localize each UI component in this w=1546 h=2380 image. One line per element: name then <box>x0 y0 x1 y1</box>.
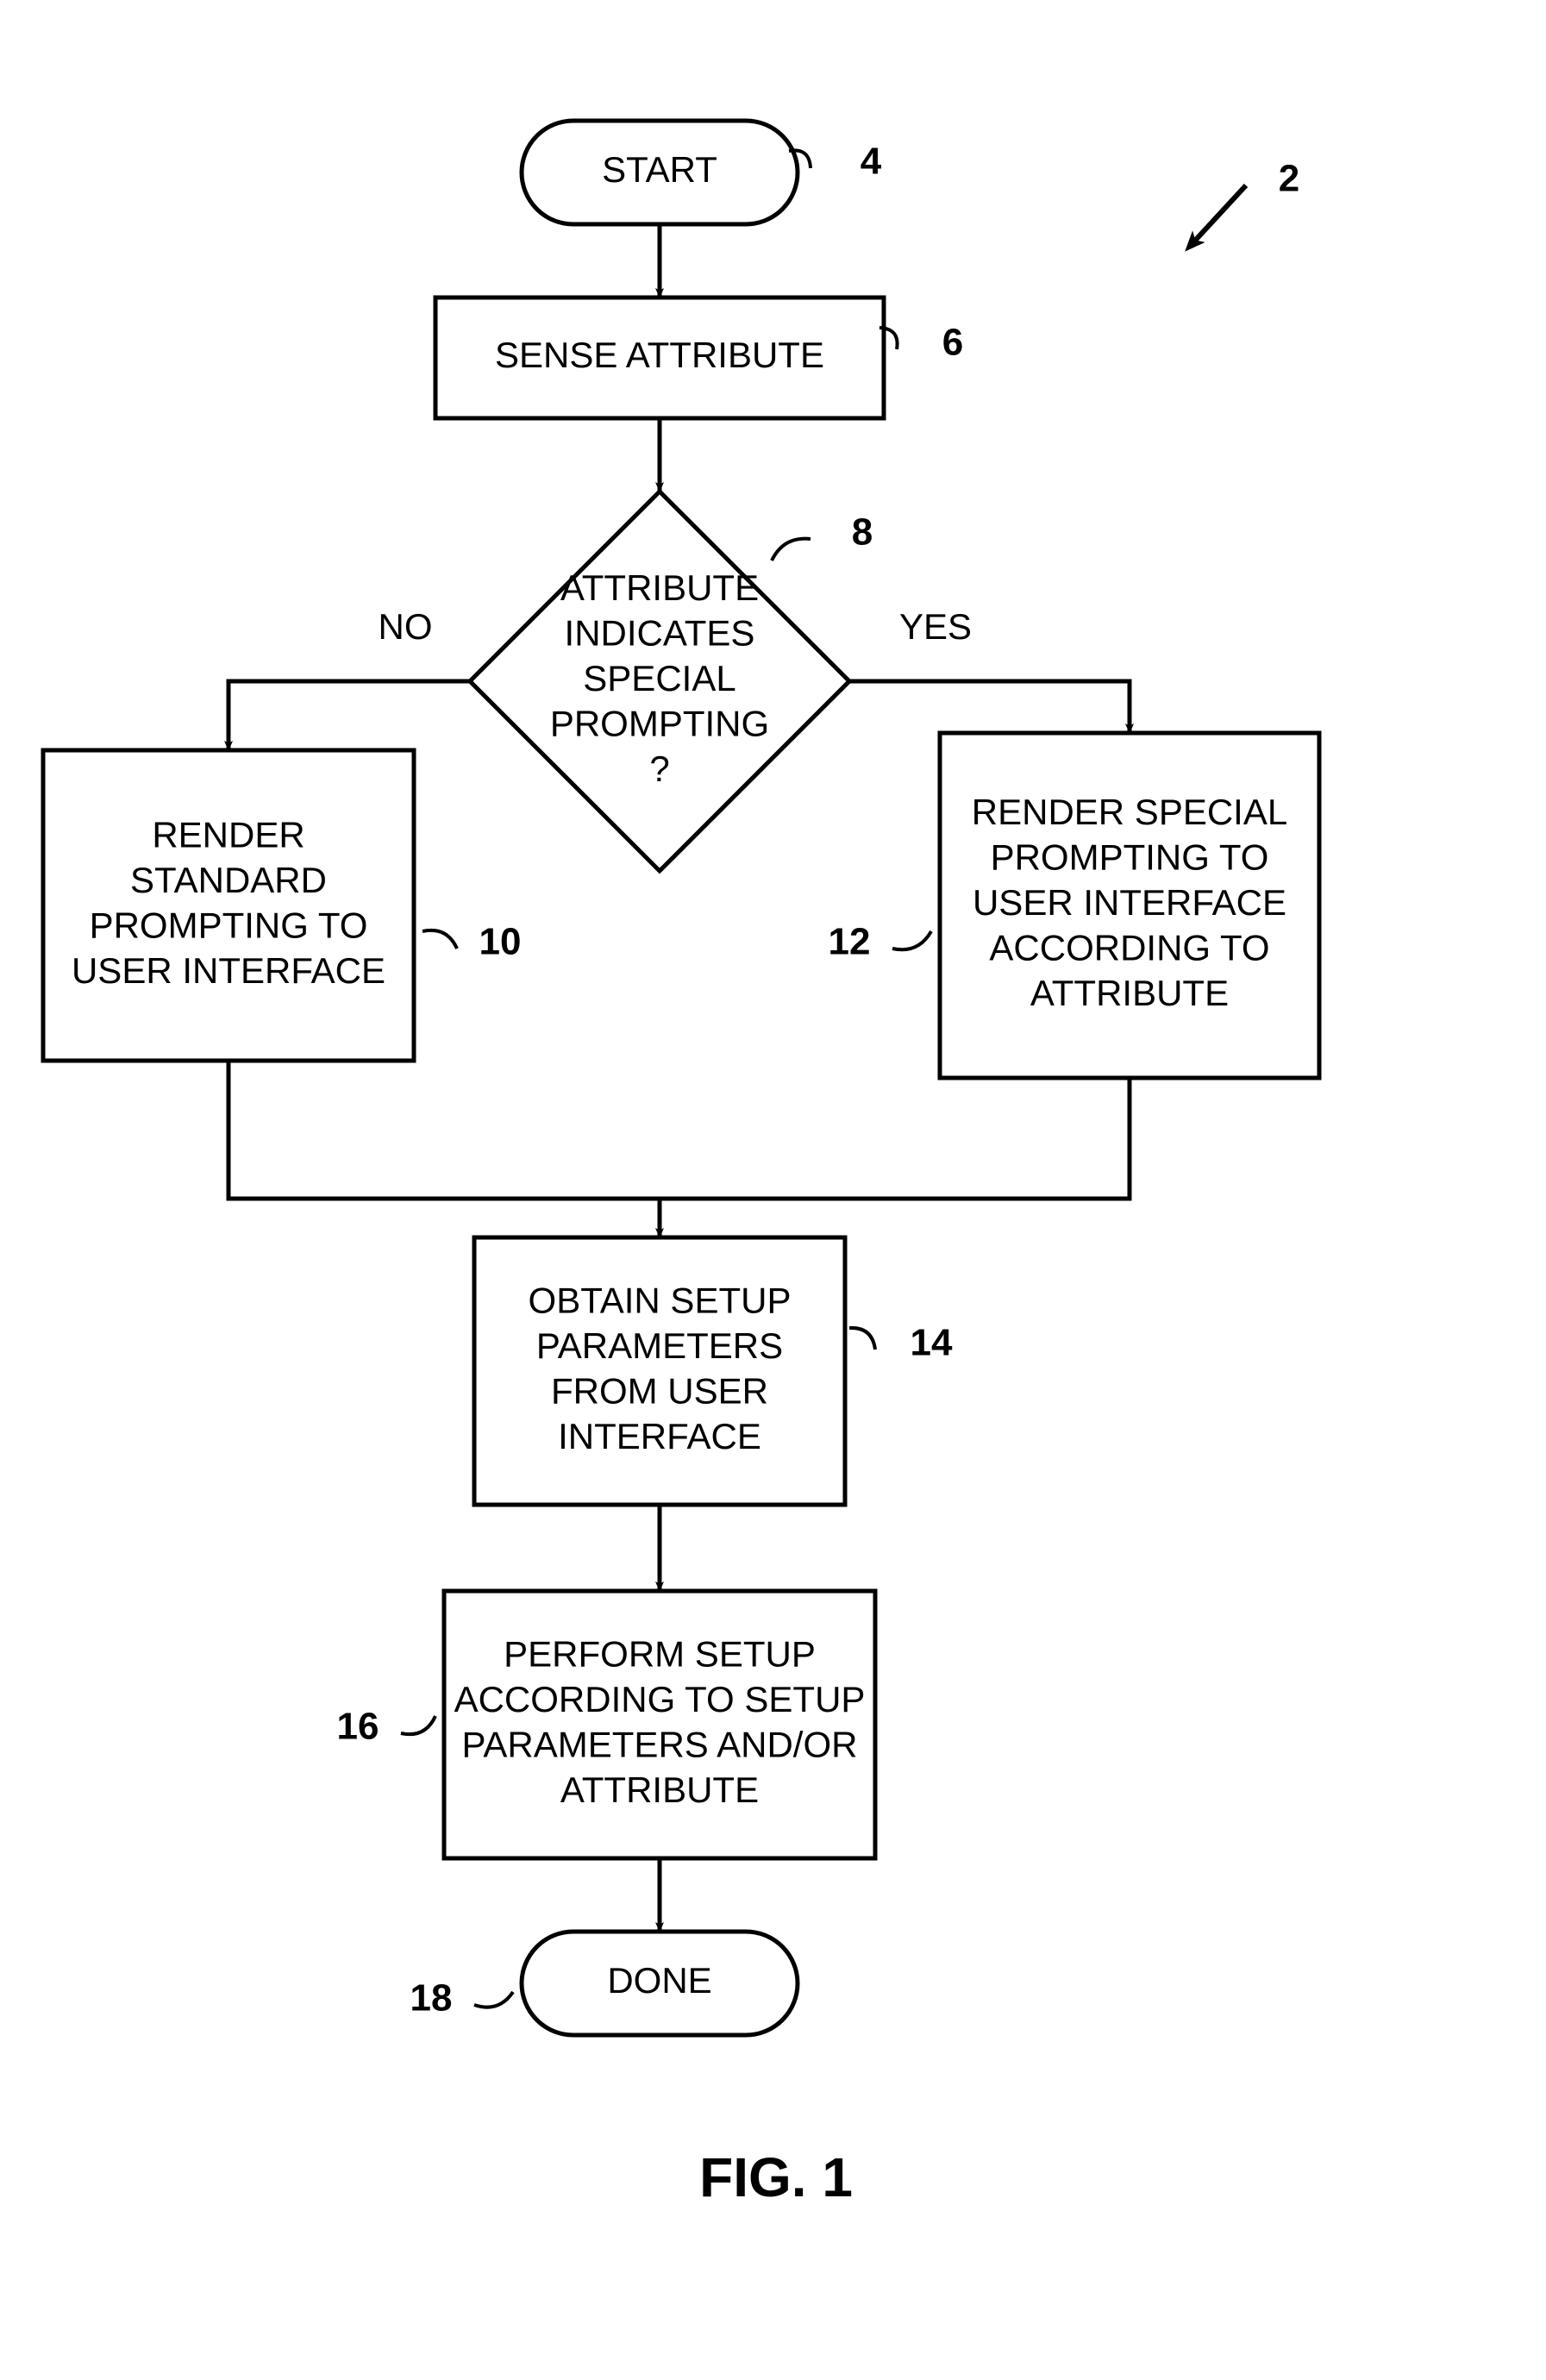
node-obtain-text-3: INTERFACE <box>558 1416 761 1456</box>
node-obtain-text-0: OBTAIN SETUP <box>529 1280 792 1320</box>
node-render_std: RENDER STANDARD PROMPTING TO USER INTERFACE <box>43 750 414 1061</box>
ref-label-decision: 8 <box>852 511 873 554</box>
node-decision-text-3: PROMPTING <box>550 704 769 744</box>
node-perform-text-0: PERFORM SETUP <box>504 1633 816 1674</box>
node-render_spec-text-1: PROMPTING TO <box>991 837 1269 878</box>
node-sense-text-0: SENSE ATTRIBUTE <box>495 335 824 375</box>
node-done: DONE <box>522 1932 798 2035</box>
edge-label-yes: YES <box>899 606 972 647</box>
ref-leader-done <box>474 1992 513 2007</box>
node-render_spec-text-3: ACCORDING TO <box>989 928 1269 968</box>
ref-leader-perform <box>401 1716 435 1734</box>
ref-leader-render_std <box>422 930 457 949</box>
ref-label-perform: 16 <box>337 1706 379 1748</box>
node-render_spec: RENDER SPECIAL PROMPTING TOUSER INTERFACE… <box>940 733 1319 1078</box>
node-obtain: OBTAIN SETUP PARAMETERSFROM USER INTERFACE <box>474 1237 845 1505</box>
node-render_spec-text-0: RENDER SPECIAL <box>972 792 1287 832</box>
ref-label-render_spec: 12 <box>829 921 871 963</box>
node-obtain-text-1: PARAMETERS <box>536 1325 783 1366</box>
flowchart-figure: NO YES START SENSE ATTRIBUTE ATTRIBUTE INDICA… <box>0 0 1546 2380</box>
edge-decision-to-render_std <box>228 681 470 750</box>
node-render_std-text-3: USER INTERFACE <box>72 950 385 991</box>
figure-ref-label: 2 <box>1279 158 1299 200</box>
node-render_spec-text-4: ATTRIBUTE <box>1030 973 1229 1013</box>
node-start-text-0: START <box>602 149 717 190</box>
ref-leader-decision <box>772 539 811 561</box>
ref-label-render_std: 10 <box>479 921 522 963</box>
node-render_std-text-0: RENDER <box>152 814 304 855</box>
edge-render_spec-to-obtain <box>660 1078 1130 1237</box>
edge-label-no: NO <box>379 606 433 647</box>
node-decision: ATTRIBUTE INDICATESSPECIAL PROMPTING? <box>470 492 849 871</box>
node-decision-text-2: SPECIAL <box>583 658 735 698</box>
node-decision-text-4: ? <box>649 748 669 789</box>
ref-label-sense: 6 <box>942 322 963 364</box>
node-render_std-text-1: STANDARD <box>130 860 327 900</box>
ref-label-obtain: 14 <box>911 1322 953 1364</box>
ref-label-start: 4 <box>861 141 882 183</box>
ref-leader-render_spec <box>892 931 931 949</box>
node-done-text-0: DONE <box>607 1960 711 2001</box>
edge-decision-to-render_spec <box>849 681 1130 733</box>
figure-caption: FIG. 1 <box>699 2146 853 2208</box>
nodes: START SENSE ATTRIBUTE ATTRIBUTE INDICATESSP… <box>43 121 1319 2035</box>
node-obtain-text-2: FROM USER <box>551 1370 768 1411</box>
node-render_std-text-2: PROMPTING TO <box>90 905 368 945</box>
node-perform: PERFORM SETUP ACCORDING TO SETUP PARAMETER… <box>444 1591 875 1858</box>
figure-pointer <box>1194 185 1246 241</box>
node-decision-text-1: INDICATES <box>565 613 755 654</box>
ref-label-done: 18 <box>410 1977 453 2020</box>
node-perform-text-3: ATTRIBUTE <box>560 1769 759 1810</box>
edge-render_std-to-obtain <box>228 1061 660 1237</box>
node-perform-text-2: PARAMETERS AND/OR <box>462 1724 858 1764</box>
node-start: START <box>522 121 798 224</box>
ref-leader-obtain <box>849 1328 875 1350</box>
node-render_spec-text-2: USER INTERFACE <box>973 882 1286 923</box>
node-decision-text-0: ATTRIBUTE <box>560 567 759 608</box>
node-perform-text-1: ACCORDING TO SETUP <box>454 1679 866 1719</box>
node-sense: SENSE ATTRIBUTE <box>435 298 884 418</box>
